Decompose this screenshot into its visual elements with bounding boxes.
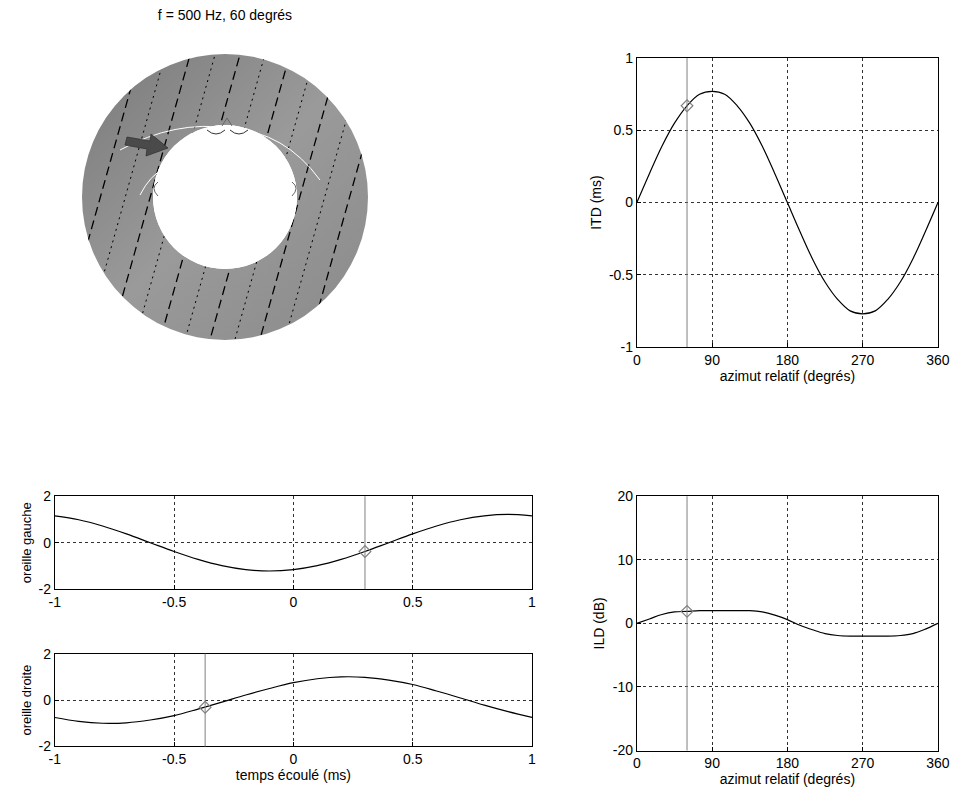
- svg-text:0: 0: [625, 194, 633, 210]
- svg-text:-2: -2: [39, 581, 52, 597]
- svg-text:-1: -1: [49, 594, 62, 610]
- svg-text:0: 0: [43, 535, 51, 551]
- svg-text:0: 0: [625, 615, 633, 631]
- svg-text:0.5: 0.5: [403, 594, 423, 610]
- svg-text:180: 180: [776, 352, 800, 368]
- svg-text:oreille droite: oreille droite: [19, 665, 34, 736]
- svg-text:0: 0: [290, 751, 298, 767]
- svg-text:0.5: 0.5: [403, 751, 423, 767]
- svg-text:10: 10: [617, 552, 633, 568]
- svg-text:1: 1: [625, 50, 633, 66]
- svg-text:ITD (ms): ITD (ms): [588, 175, 604, 229]
- svg-text:180: 180: [776, 755, 800, 771]
- svg-text:-0.5: -0.5: [162, 751, 186, 767]
- svg-text:1: 1: [528, 594, 536, 610]
- svg-text:2: 2: [43, 646, 51, 662]
- svg-text:0: 0: [290, 594, 298, 610]
- svg-text:90: 90: [704, 352, 720, 368]
- svg-text:360: 360: [926, 755, 950, 771]
- svg-text:360: 360: [926, 352, 950, 368]
- svg-text:-20: -20: [613, 742, 633, 758]
- svg-text:-1: -1: [49, 751, 62, 767]
- svg-text:-1: -1: [621, 339, 634, 355]
- svg-text:temps écoulé (ms): temps écoulé (ms): [236, 767, 351, 783]
- svg-text:-0.5: -0.5: [609, 267, 633, 283]
- svg-text:270: 270: [851, 755, 875, 771]
- svg-text:2: 2: [43, 488, 51, 504]
- svg-text:ILD (dB): ILD (dB): [591, 597, 607, 649]
- svg-text:f = 500 Hz, 60 degrés: f = 500 Hz, 60 degrés: [158, 7, 292, 23]
- svg-text:azimut relatif (degrés): azimut relatif (degrés): [720, 368, 855, 384]
- svg-text:-10: -10: [613, 679, 633, 695]
- svg-text:90: 90: [704, 755, 720, 771]
- svg-text:0: 0: [633, 352, 641, 368]
- svg-text:270: 270: [851, 352, 875, 368]
- svg-text:-2: -2: [39, 738, 52, 754]
- svg-text:0.5: 0.5: [614, 122, 634, 138]
- svg-text:-0.5: -0.5: [162, 594, 186, 610]
- svg-text:azimut relatif (degrés): azimut relatif (degrés): [720, 771, 855, 787]
- svg-text:0: 0: [633, 755, 641, 771]
- svg-text:1: 1: [528, 751, 536, 767]
- svg-text:0: 0: [43, 692, 51, 708]
- svg-text:20: 20: [617, 488, 633, 504]
- svg-text:oreille gauche: oreille gauche: [19, 502, 34, 583]
